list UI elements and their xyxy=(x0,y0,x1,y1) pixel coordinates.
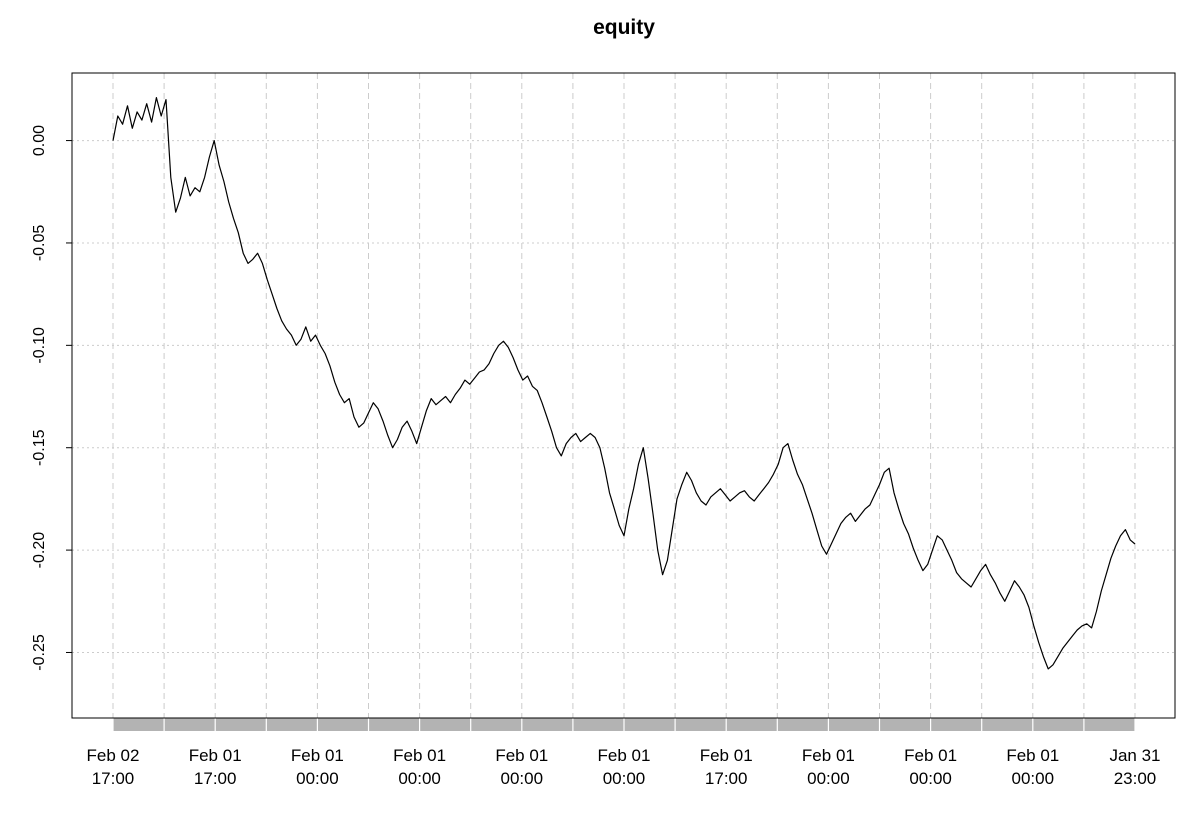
y-tick-label: -0.25 xyxy=(31,634,48,671)
x-tick-label-date: Jan 31 xyxy=(1109,746,1160,765)
x-tick-label-date: Feb 02 xyxy=(87,746,140,765)
x-tick-label-time: 23:00 xyxy=(1114,769,1157,788)
x-tick-label-time: 00:00 xyxy=(603,769,646,788)
x-tick-label-time: 17:00 xyxy=(705,769,748,788)
plot-frame xyxy=(71,72,1176,719)
y-tick-label: 0.00 xyxy=(31,125,48,156)
x-tick-label-time: 00:00 xyxy=(501,769,544,788)
y-axis: 0.00 -0.05 -0.10 -0.15 -0.20 -0.25 xyxy=(31,125,72,671)
x-tick-label-time: 00:00 xyxy=(398,769,441,788)
series-layer xyxy=(112,96,1136,670)
x-tick-label-time: 00:00 xyxy=(296,769,339,788)
x-tick-label-date: Feb 01 xyxy=(700,746,753,765)
grid-lines xyxy=(72,73,1175,718)
x-tick-label-date: Feb 01 xyxy=(802,746,855,765)
y-tick-label: -0.05 xyxy=(31,225,48,262)
chart-title: equity xyxy=(593,16,655,39)
x-tick-label-date: Feb 01 xyxy=(189,746,242,765)
x-axis: Feb 02 17:00 Feb 01 17:00 Feb 01 00:00 Feb 01 0… xyxy=(87,746,1161,788)
x-axis-band xyxy=(112,718,1136,731)
x-tick-label-date: Feb 01 xyxy=(904,746,957,765)
x-tick-label-time: 00:00 xyxy=(909,769,952,788)
x-tick-label-time: 00:00 xyxy=(1012,769,1055,788)
x-tick-label-date: Feb 01 xyxy=(291,746,344,765)
equity-series-line xyxy=(112,96,1136,670)
x-tick-label-date: Feb 01 xyxy=(495,746,548,765)
y-tick-label: -0.20 xyxy=(31,532,48,569)
x-tick-label-date: Feb 01 xyxy=(393,746,446,765)
x-tick-label-date: Feb 01 xyxy=(1006,746,1059,765)
y-tick-label: -0.15 xyxy=(31,429,48,466)
x-tick-label-date: Feb 01 xyxy=(598,746,651,765)
x-tick-label-time: 17:00 xyxy=(194,769,237,788)
y-tick-label: -0.10 xyxy=(31,327,48,364)
x-tick-label-time: 00:00 xyxy=(807,769,850,788)
x-tick-label-time: 17:00 xyxy=(92,769,135,788)
